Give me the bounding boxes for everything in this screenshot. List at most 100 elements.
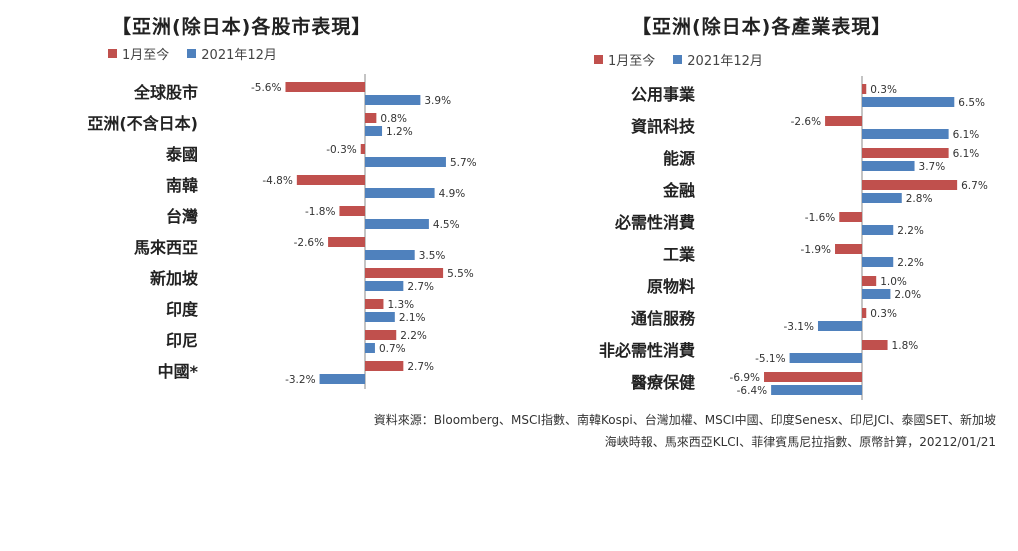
value-label-0-1-9: -3.2% — [285, 374, 315, 386]
value-label-1-1-2: 3.7% — [919, 161, 946, 173]
bar-0-1-6 — [365, 281, 404, 291]
value-label-0-0-5: -2.6% — [294, 237, 324, 249]
charts-canvas: 全球股市 -5.6% 3.9% 亞洲(不含日本) 0.8%1.2% 泰國 -0.3% 5.7%… — [87, 74, 988, 400]
bar-0-0-2 — [360, 144, 365, 154]
right-legend-item-ytd: 1月至今 — [594, 50, 655, 69]
value-label-0-1-3: 4.9% — [439, 188, 466, 200]
bar-1-1-6 — [862, 289, 891, 299]
value-label-0-1-1: 1.2% — [386, 126, 413, 138]
value-label-0-0-6: 5.5% — [447, 268, 474, 280]
bar-1-0-2 — [862, 148, 949, 158]
category-label-1-4: 必需性消費 — [614, 213, 695, 232]
category-label-0-6: 新加坡 — [150, 269, 199, 288]
value-label-1-0-1: -2.6% — [791, 116, 821, 128]
category-label-0-7: 印度 — [166, 300, 199, 319]
value-label-0-0-1: 0.8% — [380, 113, 407, 125]
value-label-0-0-2: -0.3% — [326, 144, 356, 156]
bar-1-1-2 — [862, 161, 915, 171]
category-label-1-9: 醫療保健 — [631, 373, 695, 392]
bar-0-0-7 — [365, 299, 384, 309]
legend-label: 2021年12月 — [687, 54, 763, 69]
value-label-0-1-6: 2.7% — [407, 281, 434, 293]
bar-1-0-9 — [764, 372, 862, 382]
category-label-1-6: 原物料 — [647, 277, 695, 296]
bar-0-1-8 — [365, 343, 375, 353]
value-label-1-1-7: -3.1% — [784, 321, 814, 333]
value-label-0-1-5: 3.5% — [419, 250, 446, 262]
value-label-1-1-6: 2.0% — [894, 289, 921, 301]
bar-0-0-1 — [365, 113, 377, 123]
bar-0-1-2 — [365, 157, 446, 167]
bar-1-0-4 — [839, 212, 862, 222]
value-label-1-1-4: 2.2% — [897, 225, 924, 237]
category-label-0-4: 台灣 — [166, 207, 198, 226]
bar-1-0-6 — [862, 276, 877, 286]
right-legend-item-dec: 2021年12月 — [673, 50, 763, 69]
category-label-1-3: 金融 — [662, 181, 695, 200]
bar-0-0-5 — [328, 237, 365, 247]
bar-0-0-9 — [365, 361, 404, 371]
source-note-line2: 海峽時報、馬來西亞KLCI、菲律賓馬尼拉指數、原幣計算，20212/01/21 — [604, 435, 996, 449]
value-label-0-0-7: 1.3% — [387, 299, 414, 311]
category-label-0-2: 泰國 — [165, 145, 198, 164]
category-label-1-1: 資訊科技 — [631, 117, 696, 136]
bar-0-1-1 — [365, 126, 383, 136]
value-label-0-1-8: 0.7% — [379, 343, 406, 355]
value-label-0-0-4: -1.8% — [305, 206, 335, 218]
value-label-1-0-3: 6.7% — [961, 180, 988, 192]
value-label-0-0-9: 2.7% — [407, 361, 434, 373]
bar-1-0-5 — [835, 244, 862, 254]
value-label-1-1-3: 2.8% — [906, 193, 933, 205]
value-label-1-1-8: -5.1% — [755, 353, 785, 365]
category-label-1-2: 能源 — [663, 149, 695, 168]
category-label-0-9: 中國* — [158, 362, 199, 381]
value-label-1-1-0: 6.5% — [958, 97, 985, 109]
value-label-0-0-3: -4.8% — [262, 175, 292, 187]
bar-1-0-1 — [825, 116, 862, 126]
legend-swatch-blue — [187, 49, 197, 58]
bar-0-0-0 — [285, 82, 365, 92]
value-label-1-0-5: -1.9% — [801, 244, 831, 256]
legend-label: 2021年12月 — [201, 48, 277, 63]
category-label-0-8: 印尼 — [166, 331, 198, 350]
category-label-1-7: 通信服務 — [631, 309, 696, 328]
left-legend-item-dec: 2021年12月 — [187, 44, 277, 63]
bar-0-1-0 — [365, 95, 421, 105]
bar-0-1-7 — [365, 312, 395, 322]
bar-1-1-4 — [862, 225, 894, 235]
bar-1-0-0 — [862, 84, 867, 94]
value-label-1-1-9: -6.4% — [737, 385, 767, 397]
source-note-line1: 資料來源：Bloomberg、MSCI指數、南韓Kospi、台灣加權、MSCI中… — [373, 413, 996, 427]
value-label-1-0-6: 1.0% — [880, 276, 907, 288]
legend-swatch-blue — [673, 55, 683, 64]
legend-swatch-red — [108, 49, 117, 58]
bar-0-0-4 — [339, 206, 365, 216]
bar-0-1-9 — [319, 374, 365, 384]
left-legend-item-ytd: 1月至今 — [108, 44, 169, 63]
value-label-0-0-8: 2.2% — [400, 330, 427, 342]
bar-0-0-6 — [365, 268, 444, 278]
category-label-0-5: 馬來西亞 — [134, 238, 198, 257]
value-label-0-0-0: -5.6% — [251, 82, 281, 94]
bar-1-1-0 — [862, 97, 955, 107]
value-label-1-1-1: 6.1% — [953, 129, 980, 141]
left-legend: 1月至今 2021年12月 — [108, 44, 295, 63]
bar-1-1-3 — [862, 193, 902, 203]
bar-1-1-5 — [862, 257, 894, 267]
category-label-0-3: 南韓 — [166, 176, 198, 195]
category-label-1-5: 工業 — [663, 245, 696, 264]
bar-0-1-4 — [365, 219, 429, 229]
value-label-0-1-0: 3.9% — [424, 95, 451, 107]
bar-1-1-9 — [771, 385, 862, 395]
value-label-1-0-4: -1.6% — [805, 212, 835, 224]
value-label-0-1-4: 4.5% — [433, 219, 460, 231]
category-label-1-8: 非必需性消費 — [599, 341, 695, 360]
bar-0-1-3 — [365, 188, 435, 198]
value-label-0-1-7: 2.1% — [399, 312, 426, 324]
bar-1-0-7 — [862, 308, 867, 318]
bar-1-0-8 — [862, 340, 888, 350]
legend-label: 1月至今 — [608, 54, 656, 69]
value-label-1-1-5: 2.2% — [897, 257, 924, 269]
right-chart-title: 【亞洲(除日本)各產業表現】 — [632, 16, 892, 38]
category-label-0-1: 亞洲(不含日本) — [87, 114, 198, 133]
